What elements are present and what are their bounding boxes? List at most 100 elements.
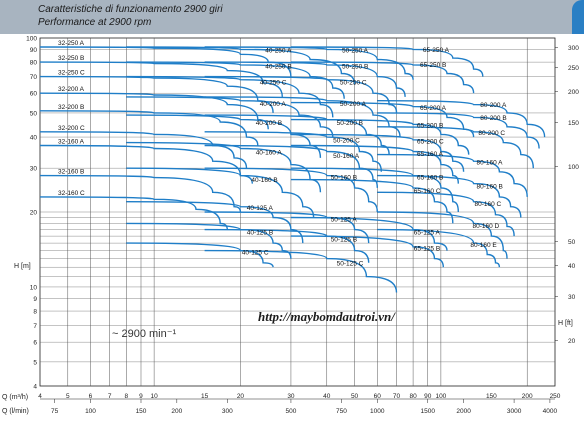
y-tick-right: 250 [568, 65, 579, 72]
curve-80-160-e [377, 228, 501, 268]
curve-label: 40-160 B [251, 177, 277, 184]
chart-title-italian: Caratteristiche di funzionamento 2900 gi… [38, 4, 223, 15]
curve-label: 65-160 C [414, 188, 441, 195]
curve-label: 80-160 B [477, 183, 503, 190]
y-tick-left: 30 [30, 166, 38, 173]
curve-40-125-b [126, 222, 292, 259]
x-tick-lmin: 100 [85, 408, 96, 415]
curve-label: 80-160 D [473, 223, 500, 230]
x-tick-m3h: 70 [393, 393, 401, 400]
x-tick-lmin: 200 [171, 408, 182, 415]
curve-50-250-b [204, 61, 406, 97]
curve-40-250-b [126, 61, 345, 99]
x-tick-lmin: 300 [222, 408, 233, 415]
curve-label: 65-160 B [417, 175, 443, 182]
x-axis-label-m3h: Q (m³/h) [2, 394, 28, 401]
x-tick-m3h: 6 [89, 393, 93, 400]
y-tick-left: 50 [30, 110, 38, 117]
y-tick-right: 50 [568, 239, 576, 246]
y-tick-left: 4 [33, 384, 37, 391]
curve-32-200-c [40, 131, 248, 169]
curve-50-200-c [204, 131, 382, 172]
curve-label: 32-250 C [58, 70, 85, 77]
y-axis-label-right: H [ft] [558, 320, 573, 327]
x-tick-m3h: 250 [550, 393, 561, 400]
curve-label: 80-160 C [475, 201, 502, 208]
curve-label: 40-200 A [260, 101, 287, 108]
x-tick-m3h: 8 [125, 393, 129, 400]
curve-80-200-c [377, 126, 534, 169]
curve-label: 40-125 A [247, 205, 274, 212]
curve-80-160-d [377, 211, 508, 259]
y-tick-right: 150 [568, 120, 579, 127]
curve-40-250-a [126, 46, 356, 85]
x-tick-lmin: 500 [286, 408, 297, 415]
x-tick-m3h: 100 [435, 393, 446, 400]
curve-label: 50-250 A [342, 47, 369, 54]
curve-label: 65-125 B [414, 246, 440, 253]
y-tick-right: 20 [568, 338, 576, 345]
x-tick-m3h: 15 [201, 393, 209, 400]
curve-65-160-c [290, 178, 454, 224]
x-tick-m3h: 20 [237, 393, 245, 400]
header-accent [572, 0, 584, 34]
curve-80-200-b [377, 112, 540, 149]
curve-40-160-b [126, 167, 315, 218]
y-tick-right: 300 [568, 45, 579, 52]
curve-50-200-b [204, 114, 390, 155]
curve-label: 50-200 A [340, 101, 367, 108]
x-axis-label-lmin: Q (l/min) [2, 408, 29, 415]
curve-label: 40-125 C [242, 250, 269, 257]
x-tick-lmin: 150 [136, 408, 147, 415]
chart-grid [39, 37, 556, 387]
y-tick-right: 40 [568, 263, 576, 270]
x-tick-lmin: 750 [336, 408, 347, 415]
x-tick-m3h: 9 [139, 393, 143, 400]
x-tick-lmin: 1000 [370, 408, 385, 415]
curve-label: 40-160 A [256, 150, 283, 157]
x-tick-m3h: 30 [287, 393, 295, 400]
curve-label: 65-250 B [420, 62, 446, 69]
curve-label: 50-160 B [331, 175, 357, 182]
curve-40-125-c [126, 242, 274, 268]
x-tick-lmin: 4000 [543, 408, 558, 415]
y-tick-left: 80 [30, 60, 38, 67]
x-tick-lmin: 3000 [507, 408, 522, 415]
curve-40-250-c [126, 75, 334, 118]
curve-label: 32-160 A [58, 139, 85, 146]
chart-title-english: Performance at 2900 rpm [38, 17, 152, 28]
curve-65-160-a [290, 144, 459, 184]
curve-label: 65-160 A [417, 151, 444, 158]
y-tick-left: 70 [30, 74, 38, 81]
x-tick-m3h: 5 [66, 393, 70, 400]
y-tick-right: 30 [568, 294, 576, 301]
y-tick-left: 60 [30, 91, 38, 98]
curve-label: 65-250 A [423, 47, 450, 54]
curve-label: 40-250 A [265, 47, 292, 54]
curve-label: 32-200 A [58, 86, 85, 93]
curve-label: 80-200 C [478, 130, 505, 137]
y-tick-left: 100 [26, 36, 37, 43]
curve-32-160-c [40, 196, 228, 230]
curve-label: 32-250 A [58, 40, 85, 47]
curve-label: 80-160 A [477, 160, 504, 167]
curve-32-200-b [40, 110, 259, 146]
curve-label: 32-160 B [58, 169, 84, 176]
pump-curves [40, 46, 546, 293]
curve-40-125-a [126, 201, 304, 244]
curve-80-160-c [377, 191, 515, 237]
curve-label: 40-125 B [247, 229, 273, 236]
y-tick-left: 7 [33, 323, 37, 330]
curve-label: 50-125 A [331, 217, 358, 224]
x-tick-lmin: 2000 [456, 408, 471, 415]
curve-label: 32-160 C [58, 190, 85, 197]
y-tick-left: 40 [30, 135, 38, 142]
curve-65-160-b [290, 167, 459, 213]
curve-label: 80-200 B [480, 115, 506, 122]
x-tick-m3h: 200 [522, 393, 533, 400]
curve-label: 40-250 C [260, 80, 287, 87]
x-tick-m3h: 4 [38, 393, 42, 400]
x-tick-m3h: 7 [108, 393, 112, 400]
curve-label: 65-125 A [414, 229, 441, 236]
y-tick-left: 10 [30, 284, 38, 291]
